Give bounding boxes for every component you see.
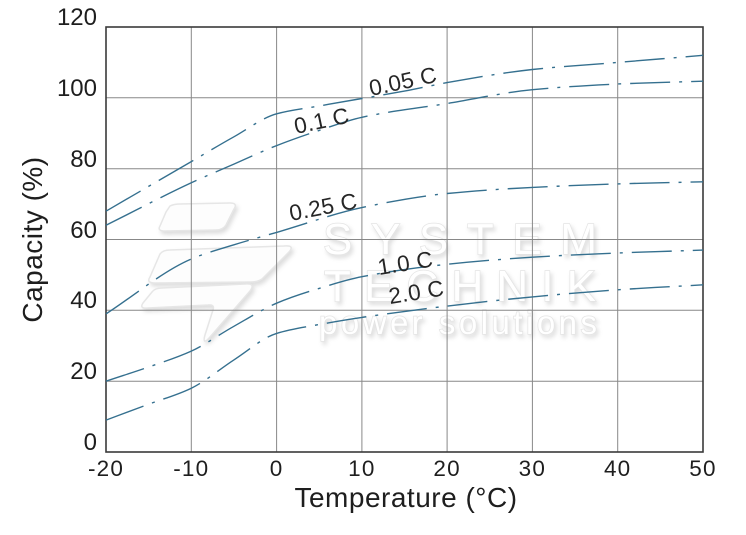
svg-text:100: 100 (57, 75, 97, 102)
svg-text:TECHNIK: TECHNIK (324, 262, 596, 311)
svg-text:-10: -10 (173, 456, 209, 481)
svg-text:60: 60 (70, 217, 97, 244)
svg-text:10: 10 (348, 456, 375, 481)
svg-text:40: 40 (604, 456, 631, 481)
svg-text:50: 50 (689, 456, 716, 481)
svg-text:0: 0 (270, 456, 284, 481)
svg-text:20: 20 (433, 456, 460, 481)
svg-text:30: 30 (519, 456, 546, 481)
svg-text:80: 80 (70, 146, 97, 173)
svg-text:-20: -20 (88, 456, 124, 481)
svg-text:120: 120 (57, 4, 97, 31)
svg-text:Temperature (°C): Temperature (°C) (294, 482, 517, 513)
svg-text:20: 20 (70, 358, 97, 385)
svg-text:40: 40 (70, 287, 97, 314)
svg-text:0: 0 (84, 429, 97, 456)
svg-text:Capacity (%): Capacity (%) (17, 156, 48, 322)
